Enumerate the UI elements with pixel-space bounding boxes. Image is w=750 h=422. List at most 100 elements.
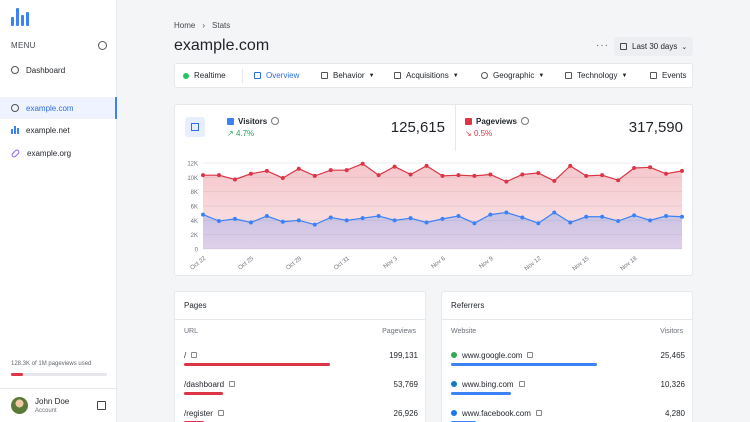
pageviews-label: Pageviews [476,117,517,126]
sidebar-item-label: example.net [26,125,70,135]
x-tick-label: Oct 22 [190,255,208,271]
visitors-point [648,218,653,223]
breadcrumb-current: Stats [212,21,231,30]
row-label: www.bing.com [451,380,525,389]
chart-toggle-icon[interactable] [185,117,205,137]
row-label-text: www.bing.com [462,380,514,389]
external-link-icon[interactable] [191,352,198,358]
chevron-down-icon: ▼ [452,72,459,79]
row-bar [451,363,597,366]
row-value: 53,769 [393,380,418,389]
pageviews-point [232,177,237,182]
external-link-icon[interactable] [527,352,534,358]
row-value: 26,926 [393,409,418,418]
visitors-point [392,218,397,223]
chevron-down-icon: ▼ [368,72,375,79]
visitors-point [201,212,205,217]
tab-divider [242,69,243,83]
visitors-point [248,220,253,225]
pageviews-point [424,163,429,168]
logo-icon[interactable] [11,8,31,26]
breadcrumb-home[interactable]: Home [174,21,196,30]
row-label: / [184,351,198,360]
visitors-label: Visitors [238,117,268,126]
x-tick-label: Nov 6 [431,255,448,270]
tab-label: Realtime [194,71,226,80]
tab-technology[interactable]: Technology ▼ [565,64,627,87]
chevron-down-icon: ▼ [621,72,628,79]
visitors-point [632,213,637,218]
tab-acquisitions[interactable]: Acquisitions ▼ [394,64,459,87]
pageviews-point [664,171,669,176]
logout-icon[interactable] [97,401,106,410]
table-row[interactable]: www.bing.com 10,326 [451,380,685,404]
sidebar-item-example-com[interactable]: example.com [0,97,117,119]
avatar[interactable] [11,397,28,414]
row-label-text: www.facebook.com [462,409,531,418]
tab-realtime[interactable]: Realtime [183,64,226,87]
visitors-point [296,218,301,223]
external-link-icon[interactable] [217,410,224,416]
info-icon[interactable] [271,117,279,125]
external-link-icon[interactable] [518,381,525,387]
tab-label: Behavior [333,71,365,80]
pageviews-point [248,171,253,176]
menu-header: MENU [11,41,107,53]
visitors-point [232,216,237,221]
acquisitions-icon [394,72,401,79]
visitors-point [360,216,365,221]
pageviews-point [584,173,589,178]
tab-overview[interactable]: Overview [254,64,299,87]
visitors-point [312,222,317,227]
pageviews-point [376,173,381,178]
y-tick-label: 2K [191,233,198,239]
geographic-icon [481,72,488,79]
info-icon[interactable] [521,117,529,125]
globe-icon [11,104,19,112]
tab-label: Acquisitions [406,71,449,80]
sidebar-item-dashboard[interactable]: Dashboard [0,59,117,81]
table-row[interactable]: /dashboard 53,769 [184,380,418,404]
palette-icon[interactable] [98,41,107,50]
stats-card: Visitors ↗ 4.7% 125,615 Pageviews ↘ 0.5%… [174,104,693,276]
pageviews-point [392,164,397,169]
traffic-line-chart: 0 2K 4K 6K 8K 10K 12K Oct 22 Oct 25 Oct 28 Oct 31 N… [187,162,684,272]
visitors-point [456,214,461,219]
pageviews-metric[interactable]: Pageviews ↘ 0.5% 317,590 [465,105,693,151]
table-row[interactable]: / 199,131 [184,351,418,375]
visitors-point [440,216,445,221]
table-row[interactable]: /register 26,926 [184,409,418,422]
pageviews-point [216,173,221,178]
google-icon [451,352,457,358]
tab-events[interactable]: Events [650,64,686,87]
metric-divider [455,105,456,151]
more-options-icon[interactable]: ··· [596,40,609,51]
pageviews-point [296,166,301,171]
external-link-icon[interactable] [229,381,236,387]
date-range-label: Last 30 days [632,42,678,51]
sidebar-item-example-org[interactable]: example.org [0,142,117,164]
x-tick-label: Oct 28 [285,255,303,271]
external-link-icon[interactable] [535,410,542,416]
table-row[interactable]: www.facebook.com 4,280 [451,409,685,422]
dashboard-icon [11,66,19,74]
tab-geographic[interactable]: Geographic ▼ [481,64,544,87]
row-label: www.google.com [451,351,534,360]
sidebar-item-label: example.org [27,148,72,158]
visitors-change-value: 4.7% [235,129,255,138]
row-value: 4,280 [664,409,685,418]
calendar-icon [620,43,627,50]
visitors-metric[interactable]: Visitors ↗ 4.7% 125,615 [227,105,455,151]
usage-bar [11,373,107,376]
pageviews-point [344,168,349,173]
usage-text: 128.3K of 1M pageviews used [11,361,92,367]
visitors-point [264,214,269,219]
table-row[interactable]: www.google.com 25,465 [451,351,685,375]
pageviews-point [408,172,413,177]
chevron-down-icon: ▼ [538,72,545,79]
tab-behavior[interactable]: Behavior ▼ [321,64,375,87]
pageviews-point [616,178,621,183]
sidebar-item-example-net[interactable]: example.net [0,119,117,141]
pageviews-point [568,163,573,168]
date-range-select[interactable]: Last 30 days ⌄ [614,37,693,56]
